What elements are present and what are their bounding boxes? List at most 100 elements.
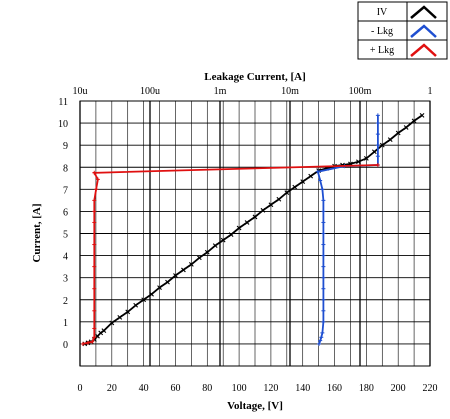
data-point-iv	[244, 220, 250, 225]
y-tick-labels: 0 1 2 3 4 5 6 7 8 9 10 11	[58, 97, 68, 351]
data-point-neg-lkg	[321, 198, 326, 203]
x2-tick-label: 10u	[73, 86, 88, 97]
data-point-neg-lkg	[318, 338, 323, 343]
x2-tick-label: 10m	[281, 86, 299, 97]
legend-box	[357, 1, 448, 60]
x-tick-label: 20	[107, 383, 117, 394]
x-tick-label: 100	[232, 383, 247, 394]
legend-swatch-iv	[410, 5, 437, 19]
data-point-iv	[204, 249, 210, 255]
data-point-iv	[260, 207, 266, 213]
y-tick-label: 2	[63, 296, 68, 307]
data-point-iv	[149, 291, 154, 297]
y-tick-label: 5	[63, 230, 68, 241]
legend-label-pos-lkg: + Lkg	[370, 45, 394, 56]
data-point-iv	[419, 112, 425, 118]
y-tick-label: 3	[63, 274, 68, 285]
series-layer	[80, 112, 425, 347]
x-tick-label: 180	[359, 383, 374, 394]
x2-tick-label: 100m	[349, 86, 372, 97]
x-tick-label: 0	[78, 383, 83, 394]
data-point-neg-lkg	[320, 187, 325, 192]
data-point-neg-lkg	[318, 178, 323, 183]
data-point-pos-lkg	[375, 163, 380, 168]
data-point-neg-lkg	[375, 154, 380, 159]
data-point-iv	[395, 130, 401, 136]
data-point-iv	[411, 118, 417, 124]
y-tick-label: 7	[63, 185, 68, 196]
data-point-neg-lkg	[321, 308, 326, 313]
x-tick-label: 60	[170, 383, 180, 394]
y-tick-label: 9	[63, 141, 68, 152]
x2-tick-label: 1	[428, 86, 433, 97]
data-point-neg-lkg	[317, 341, 322, 346]
data-point-pos-lkg	[80, 341, 85, 346]
data-point-iv	[181, 267, 186, 273]
x2-axis-title: Leakage Current, [A]	[204, 71, 306, 83]
y-tick-label: 1	[63, 318, 68, 329]
plot-frame	[79, 100, 431, 367]
data-point-iv	[284, 190, 290, 196]
legend-label-neg-lkg: - Lkg	[371, 26, 393, 37]
y-tick-label: 6	[63, 207, 68, 218]
data-point-neg-lkg	[319, 335, 324, 340]
data-point-neg-lkg	[320, 330, 325, 335]
data-point-neg-lkg	[321, 253, 326, 258]
x-axis-title: Voltage, [V]	[227, 400, 283, 412]
data-point-iv	[157, 285, 162, 290]
data-point-iv	[363, 156, 369, 161]
data-point-neg-lkg	[321, 297, 326, 302]
data-point-iv	[98, 330, 104, 336]
data-point-pos-lkg	[92, 335, 97, 340]
data-point-iv	[356, 159, 361, 165]
data-point-iv	[173, 273, 178, 278]
data-point-iv	[165, 279, 170, 285]
series-line-pos-lkg	[82, 164, 378, 345]
data-point-iv	[308, 173, 314, 179]
data-point-iv	[292, 184, 298, 190]
x-tick-label: 140	[295, 383, 310, 394]
data-point-pos-lkg	[92, 198, 97, 203]
data-point-pos-lkg	[92, 286, 97, 291]
x2-tick-label: 100u	[140, 86, 160, 97]
data-point-pos-lkg	[92, 220, 97, 225]
x-tick-label: 200	[391, 383, 406, 394]
x-tick-label: 160	[327, 383, 342, 394]
x-tick-label: 80	[202, 383, 212, 394]
data-point-iv	[276, 196, 282, 202]
data-point-neg-lkg	[321, 286, 326, 291]
data-point-iv	[101, 328, 107, 334]
legend-label-iv: IV	[377, 7, 388, 18]
data-point-iv	[220, 237, 226, 243]
data-point-iv	[252, 214, 258, 220]
data-point-neg-lkg	[315, 169, 320, 174]
legend-swatch-pos-lkg	[410, 43, 437, 57]
x-tick-label: 220	[423, 383, 438, 394]
y-axis-title: Current, [A]	[31, 203, 43, 262]
data-point-pos-lkg	[92, 308, 97, 313]
data-point-neg-lkg	[375, 121, 380, 126]
data-point-pos-lkg	[95, 177, 100, 182]
x-tick-labels: 0 20 40 60 80 100 120 140 160 180 200 220	[78, 383, 438, 394]
data-point-iv	[371, 149, 377, 155]
x2-tick-label: 1m	[214, 86, 227, 97]
data-point-pos-lkg	[92, 264, 97, 269]
data-point-iv	[403, 125, 409, 130]
data-point-iv	[379, 142, 385, 148]
data-point-iv	[109, 320, 115, 326]
data-point-neg-lkg	[321, 231, 326, 236]
data-point-neg-lkg	[375, 132, 380, 137]
data-point-neg-lkg	[321, 242, 326, 247]
data-point-neg-lkg	[375, 143, 380, 148]
data-point-neg-lkg	[375, 113, 380, 118]
data-point-pos-lkg	[90, 339, 95, 344]
x-tick-label: 40	[139, 383, 149, 394]
y-tick-label: 4	[63, 252, 68, 263]
data-point-pos-lkg	[92, 242, 97, 247]
y-tick-label: 11	[58, 97, 68, 108]
x2-tick-labels: 10u 100u 1m 10m 100m 1	[73, 86, 433, 97]
data-point-iv	[117, 315, 123, 320]
data-point-iv	[196, 255, 202, 261]
legend-swatch-neg-lkg	[410, 24, 437, 38]
